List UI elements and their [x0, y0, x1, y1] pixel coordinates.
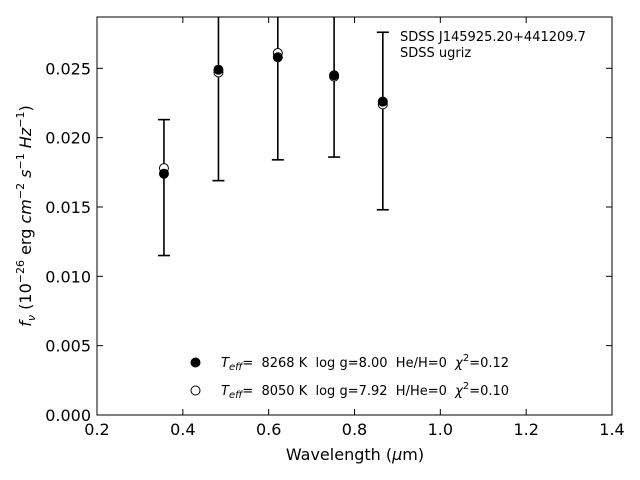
y-axis-label: fν (10−26 erg cm−2 s−1 Hz−1) [14, 105, 38, 326]
y-tick-label: 0.005 [45, 337, 91, 356]
y-tick-label: 0.015 [45, 198, 91, 217]
x-axis-label: Wavelength (μm) [286, 445, 424, 464]
x-tick-label: 0.6 [256, 420, 281, 439]
x-tick-label: 0.8 [342, 420, 367, 439]
x-tick-label: 1.4 [599, 420, 624, 439]
filter-set-annotation: SDSS ugriz [400, 46, 471, 61]
y-tick-label: 0.020 [45, 129, 91, 148]
model-point-filled [272, 52, 283, 63]
model-point-filled [213, 64, 224, 75]
model-point-filled [329, 70, 340, 81]
model-point-filled [158, 168, 169, 179]
model-point-filled [377, 96, 388, 107]
x-tick-label: 1.0 [428, 420, 453, 439]
legend-entry-open: Teff= 8050 K log g=7.92 H/He=0 χ2=0.10 [221, 381, 509, 401]
x-tick-label: 0.4 [170, 420, 195, 439]
y-tick-label: 0.025 [45, 59, 91, 78]
data-points [158, 48, 388, 179]
y-tick-label: 0.000 [45, 406, 91, 425]
object-name-annotation: SDSS J145925.20+441209.7 [400, 30, 586, 45]
axis-ticks: 0.2 0.4 0.6 0.8 1.0 1.2 1.4 0.000 0.005 0.010 0.01… [45, 17, 625, 439]
plot-frame [96, 16, 613, 416]
y-tick-label: 0.010 [45, 267, 91, 286]
error-bars [157, 17, 389, 257]
legend: Teff= 8268 K log g=8.00 He/H=0 χ2=0.12 T… [190, 353, 509, 401]
x-tick-label: 1.2 [513, 420, 538, 439]
legend-marker-open [190, 385, 201, 396]
legend-entry-filled: Teff= 8268 K log g=8.00 He/H=0 χ2=0.12 [221, 353, 509, 373]
x-tick-label: 0.2 [84, 420, 109, 439]
legend-marker-filled [190, 357, 201, 368]
